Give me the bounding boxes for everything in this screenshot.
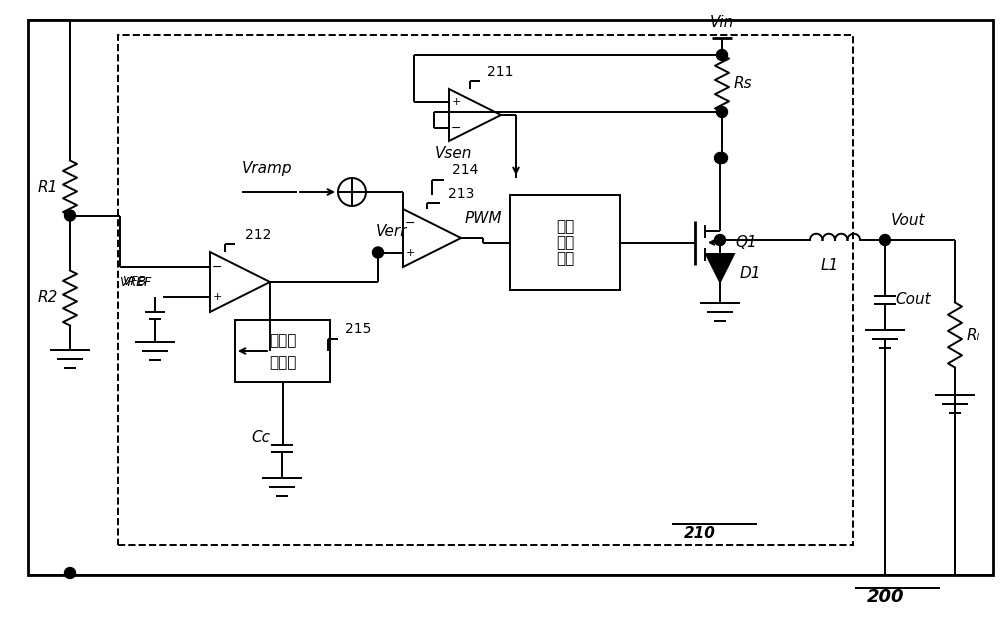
Circle shape	[64, 210, 76, 221]
Text: Cout: Cout	[895, 293, 931, 308]
Circle shape	[64, 567, 76, 578]
Text: Vramp: Vramp	[242, 161, 292, 176]
Circle shape	[714, 153, 726, 164]
Text: 214: 214	[452, 163, 478, 177]
Text: R2: R2	[38, 291, 58, 306]
Text: PWM: PWM	[465, 211, 503, 226]
Bar	[235, 320, 330, 382]
Text: Verr: Verr	[376, 224, 407, 239]
Text: 可变电: 可变电	[269, 334, 296, 348]
Text: +: +	[451, 97, 461, 107]
Circle shape	[714, 234, 726, 246]
Text: Vout: Vout	[891, 213, 926, 228]
Text: D1: D1	[740, 265, 762, 280]
Text: Vin: Vin	[710, 15, 734, 30]
Text: 驱动: 驱动	[556, 235, 574, 250]
Text: 阻模块: 阻模块	[269, 355, 296, 371]
Bar	[28, 20, 993, 575]
Bar	[118, 35, 853, 545]
Text: 200: 200	[867, 588, 904, 606]
Text: Cc: Cc	[251, 430, 270, 446]
Text: VFB: VFB	[122, 275, 146, 288]
Text: −: −	[212, 260, 222, 273]
Text: 210: 210	[684, 526, 716, 541]
Text: 213: 213	[448, 187, 474, 201]
Text: L1: L1	[821, 258, 839, 273]
Circle shape	[716, 107, 728, 118]
Circle shape	[880, 234, 891, 246]
Circle shape	[716, 153, 728, 164]
Text: Rₗ: Rₗ	[967, 327, 980, 342]
Circle shape	[716, 50, 728, 61]
Text: Q1: Q1	[735, 235, 757, 250]
Bar	[510, 195, 620, 290]
Text: 逻辑: 逻辑	[556, 219, 574, 234]
Text: 215: 215	[345, 322, 371, 336]
Text: +: +	[212, 292, 222, 302]
Circle shape	[372, 247, 384, 258]
Text: −: −	[451, 122, 461, 135]
Polygon shape	[706, 254, 734, 282]
Text: 电路: 电路	[556, 251, 574, 266]
Text: +: +	[405, 247, 415, 257]
Text: R1: R1	[38, 180, 58, 195]
Text: 212: 212	[245, 228, 271, 242]
Text: 211: 211	[487, 65, 514, 79]
Text: −: −	[405, 217, 415, 230]
Text: Rs: Rs	[734, 76, 753, 91]
Text: Vsen: Vsen	[435, 146, 472, 161]
Text: VREF: VREF	[119, 276, 151, 289]
